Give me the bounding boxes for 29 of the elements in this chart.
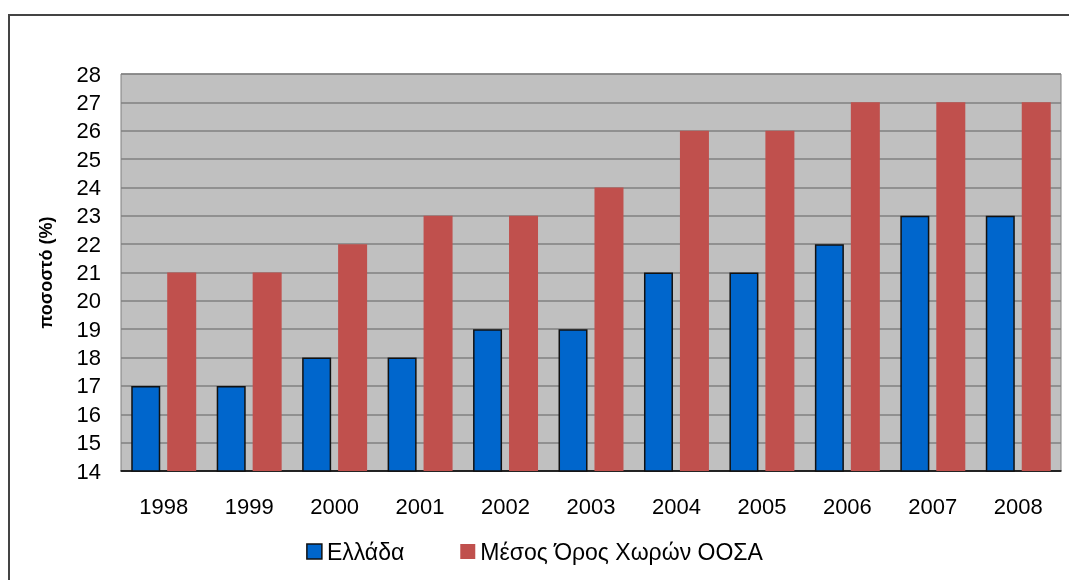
x-tick-label: 2003 bbox=[566, 493, 616, 519]
x-tick-label: 1998 bbox=[139, 493, 189, 519]
y-tick-label: 22 bbox=[76, 231, 101, 257]
legend-label: Μέσος Όρος Χωρών ΟΟΣΑ bbox=[480, 538, 764, 565]
y-axis-title: ποσοστό (%) bbox=[36, 216, 56, 329]
x-tick-label: 2005 bbox=[737, 493, 787, 519]
y-tick-label: 23 bbox=[76, 203, 101, 229]
x-tick-label: 2008 bbox=[993, 493, 1043, 519]
x-tick-label: 2007 bbox=[908, 493, 958, 519]
y-tick-label: 14 bbox=[76, 458, 101, 484]
x-tick-label: 2002 bbox=[481, 493, 531, 519]
x-tick-label: 2001 bbox=[395, 493, 445, 519]
y-tick-label: 21 bbox=[76, 260, 101, 285]
legend-label: Ελλάδα bbox=[326, 538, 405, 565]
x-tick-label: 2000 bbox=[310, 493, 360, 519]
y-tick-label: 19 bbox=[76, 316, 101, 342]
y-tick-label: 18 bbox=[76, 345, 101, 371]
y-tick-label: 15 bbox=[76, 430, 101, 456]
y-tick-label: 27 bbox=[76, 89, 101, 115]
y-tick-label: 24 bbox=[76, 174, 101, 200]
x-tick-label: 1999 bbox=[224, 493, 274, 519]
y-tick-label: 25 bbox=[76, 146, 101, 172]
x-tick-label: 2004 bbox=[651, 493, 701, 519]
y-tick-label: 17 bbox=[76, 373, 101, 399]
x-tick-label: 2006 bbox=[822, 493, 872, 519]
y-tick-label: 26 bbox=[76, 118, 101, 144]
y-tick-label: 20 bbox=[76, 288, 101, 314]
y-tick-label: 16 bbox=[76, 401, 101, 427]
y-tick-label: 28 bbox=[76, 61, 101, 87]
